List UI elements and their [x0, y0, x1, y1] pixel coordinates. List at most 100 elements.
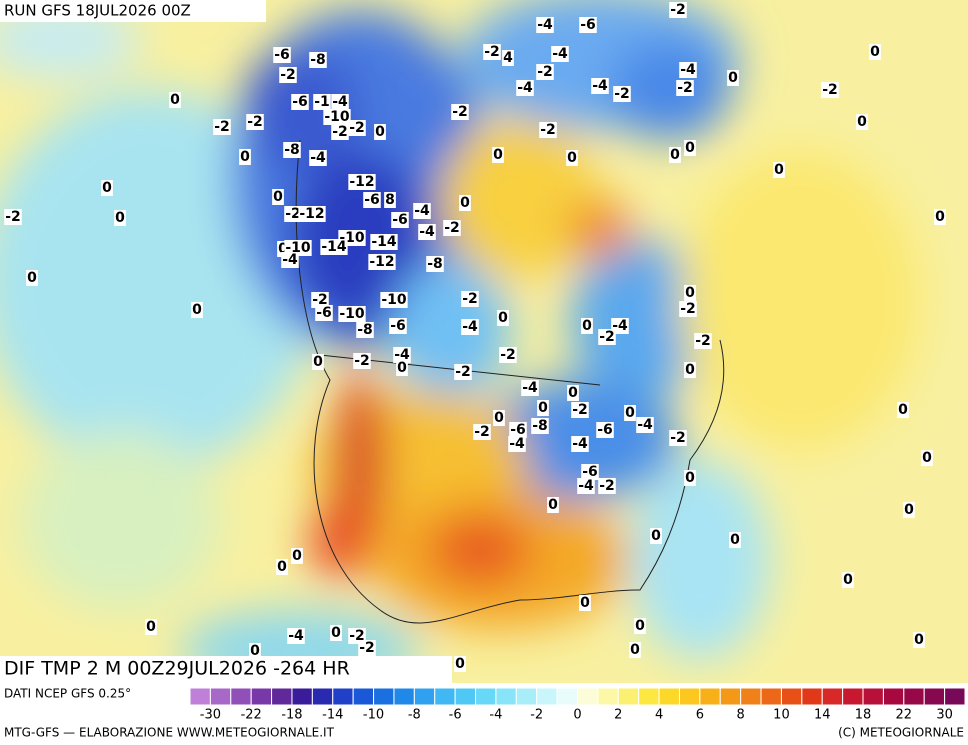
contour-label-text: 0 [146, 619, 156, 635]
contour-label-box [856, 114, 868, 130]
contour-label-box [669, 2, 687, 18]
contour-label-box [291, 94, 309, 110]
contour-label-text: -2 [332, 124, 348, 140]
colorbar-swatch [638, 687, 660, 706]
contour-label-text: -2 [822, 82, 838, 98]
contour-label: 0 [624, 405, 636, 421]
contour-label-text: -2 [677, 80, 693, 96]
colorbar-swatch [209, 687, 232, 706]
colorbar-label: 4 [655, 708, 663, 723]
contour-label-text: -14 [321, 239, 347, 255]
colorbar-swatch [291, 687, 313, 706]
contour-label-box [443, 220, 461, 236]
contour-label-box [291, 548, 303, 564]
contour-label-box [729, 532, 741, 548]
contour-label-text: 0 [685, 285, 695, 301]
contour-label: 0 [650, 528, 662, 544]
colorbar-swatch [189, 687, 211, 706]
contour-label-box [596, 422, 614, 438]
contour-label-box [913, 632, 925, 648]
contour-label-box [358, 640, 376, 656]
contour-label: -6 [363, 192, 381, 208]
contour-label-box [454, 656, 466, 672]
contour-label: 0 [727, 70, 739, 86]
contour-label-text: 0 [548, 497, 558, 513]
contour-label-box [323, 109, 351, 125]
contour-label-text: -6 [510, 422, 526, 438]
contour-label-box [571, 402, 589, 418]
contour-label-box [579, 595, 591, 611]
contour-label-box [551, 46, 569, 62]
contour-label-text: -2 [354, 353, 370, 369]
contour-label-text: 0 [567, 150, 577, 166]
contour-label: -6 [273, 47, 291, 63]
contour-label-text: 0 [313, 354, 323, 370]
contour-label-box [191, 302, 203, 318]
contour-label: -4 [461, 319, 479, 335]
contour-label-text: -12 [299, 206, 324, 222]
contour-label-box [348, 120, 366, 136]
contour-label-box [396, 360, 408, 376]
contour-label-box [897, 402, 909, 418]
contour-label: -2 [284, 206, 302, 222]
colorbar-swatch [780, 687, 803, 706]
contour-label-text: -2 [5, 209, 21, 225]
contour-label-text: 0 [493, 147, 503, 163]
contour-label: 0 [374, 124, 386, 140]
contour-label: 0 [497, 310, 509, 326]
contour-label-text: 0 [685, 362, 695, 378]
contour-label-text: 0 [115, 210, 125, 226]
colorbar-label: -6 [449, 708, 462, 723]
contour-label-text: 0 [904, 502, 914, 518]
map-title: DIF TMP 2 M 00Z29JUL2026 -264 HR [4, 658, 350, 680]
contour-label-text: -4 [592, 78, 608, 94]
contour-label: 0 [169, 92, 181, 108]
contour-label-box [384, 192, 396, 208]
contour-label-box [353, 353, 371, 369]
contour-label-box [516, 80, 534, 96]
contour-label-box [547, 497, 559, 513]
contour-label-box [684, 362, 696, 378]
contour-label-text: -2 [500, 347, 516, 363]
contour-label-text: 0 [922, 450, 932, 466]
colorbar-label: 8 [737, 708, 745, 723]
contour-label: -2 [669, 430, 687, 446]
contour-label-box [239, 149, 251, 165]
contour-label-text: -4 [462, 319, 478, 335]
contour-label: 0 [26, 270, 38, 286]
contour-label-text: 0 [685, 470, 695, 486]
colorbar-swatch [413, 687, 436, 706]
contour-label-box [598, 478, 616, 494]
contour-label: -6 [291, 94, 309, 110]
contour-label: -2 [358, 640, 376, 656]
contour-label-text: -2 [599, 329, 615, 345]
colorbar-swatch [597, 687, 619, 706]
contour-label-box [577, 478, 595, 494]
contour-label-text: -4 [612, 318, 628, 334]
contour-label: -4 [521, 380, 539, 396]
colorbar-swatch [821, 687, 844, 706]
contour-label-text: -10 [324, 109, 350, 125]
contour-label-box [277, 241, 289, 257]
contour-label-box [330, 625, 342, 641]
contour-label-box [312, 354, 324, 370]
contour-label: 0 [239, 149, 251, 165]
contour-label-box [145, 619, 157, 635]
contour-label: 0 [537, 400, 549, 416]
contour-label-text: 0 [192, 302, 202, 318]
contour-label-box [650, 528, 662, 544]
contour-label-text: -2 [484, 44, 500, 60]
colorbar-swatch [352, 687, 375, 706]
contour-label-text: -2 [599, 478, 615, 494]
contour-label-box [773, 162, 785, 178]
contour-label-box [331, 94, 349, 110]
contour-label-box [483, 44, 501, 60]
contour-label-box [348, 174, 376, 190]
contour-label-text: 0 [460, 195, 470, 211]
contour-label-box [629, 642, 641, 658]
contour-label: -2 [461, 291, 479, 307]
contour-label-text: -4 [310, 150, 326, 166]
contour-label-box [331, 124, 349, 140]
contour-label: 0 [579, 595, 591, 611]
contour-label: -8 [283, 142, 301, 158]
